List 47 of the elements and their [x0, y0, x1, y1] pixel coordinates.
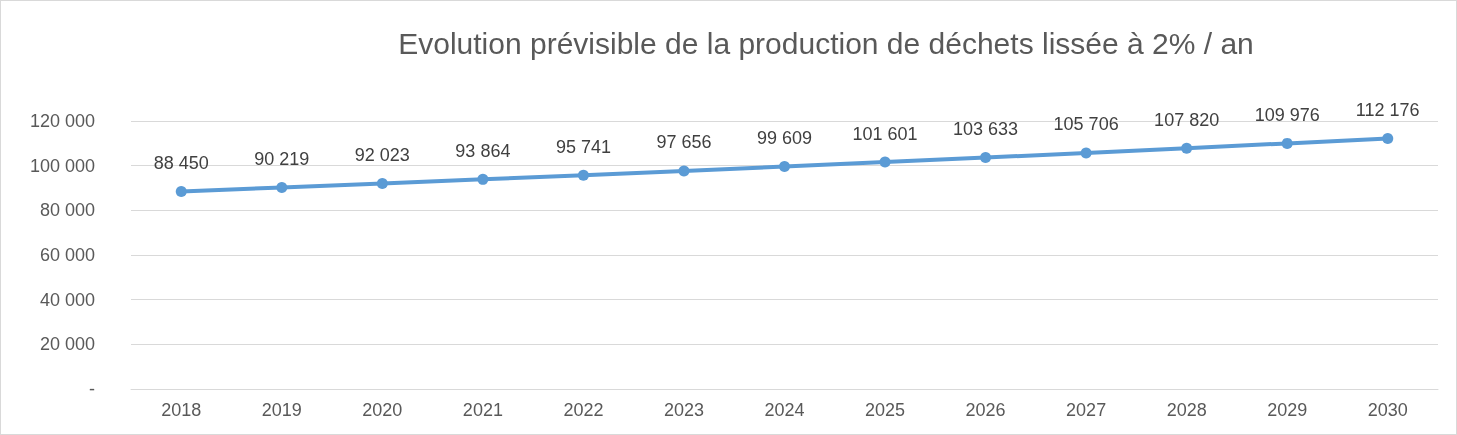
- point: [477, 173, 489, 185]
- x-tick-label: 2018: [161, 400, 202, 420]
- point: [879, 156, 891, 168]
- point: [1181, 142, 1193, 154]
- data-label: 107 820: [1154, 109, 1220, 130]
- point: [678, 165, 690, 177]
- x-tick-label: 2019: [261, 400, 302, 420]
- y-tick-label: 20 000: [39, 334, 95, 355]
- data-label: 88 450: [153, 152, 209, 173]
- point: [779, 161, 790, 173]
- y-tick-label: 40 000: [39, 289, 95, 310]
- chart-title: Evolution prévisible de la production de déchets lissée à 2% / an: [398, 26, 1254, 60]
- point: [276, 182, 288, 194]
- y-tick-label: 80 000: [39, 200, 95, 221]
- point: [175, 185, 187, 197]
- data-label: 112 176: [1355, 99, 1420, 120]
- point: [980, 152, 992, 164]
- data-label: 93 864: [455, 140, 511, 161]
- y-tick-label: 60 000: [39, 245, 95, 265]
- point: [1080, 147, 1092, 159]
- x-tick-label: 2027: [1066, 400, 1107, 420]
- x-tick-label: 2023: [663, 400, 704, 420]
- x-tick-label: 2024: [764, 400, 805, 420]
- data-label: 105 706: [1053, 114, 1119, 135]
- point: [1382, 132, 1394, 144]
- x-tick-label: 2025: [865, 400, 906, 420]
- data-label: 101 601: [852, 123, 918, 144]
- x-tick-label: 2020: [362, 400, 403, 420]
- data-label: 92 023: [354, 144, 410, 165]
- data-label: 97 656: [656, 132, 712, 153]
- data-label: 90 219: [254, 149, 310, 170]
- data-label: 103 633: [953, 119, 1019, 140]
- x-tick-label: 2030: [1367, 400, 1408, 420]
- point: [376, 177, 388, 189]
- point: [577, 169, 589, 181]
- x-tick-label: 2026: [965, 400, 1006, 420]
- y-tick-label: 100 000: [29, 155, 95, 176]
- x-tick-label: 2021: [462, 400, 503, 420]
- x-tick-label: 2029: [1267, 400, 1308, 420]
- x-tick-label: 2028: [1166, 400, 1207, 420]
- x-tick-label: 2022: [563, 400, 604, 420]
- point: [1281, 137, 1293, 149]
- data-label: 95 741: [555, 136, 611, 157]
- y-tick-label: 120 000: [29, 111, 95, 131]
- data-label: 109 976: [1254, 104, 1320, 125]
- data-label: 99 609: [756, 128, 813, 149]
- y-tick-label: -: [89, 379, 95, 399]
